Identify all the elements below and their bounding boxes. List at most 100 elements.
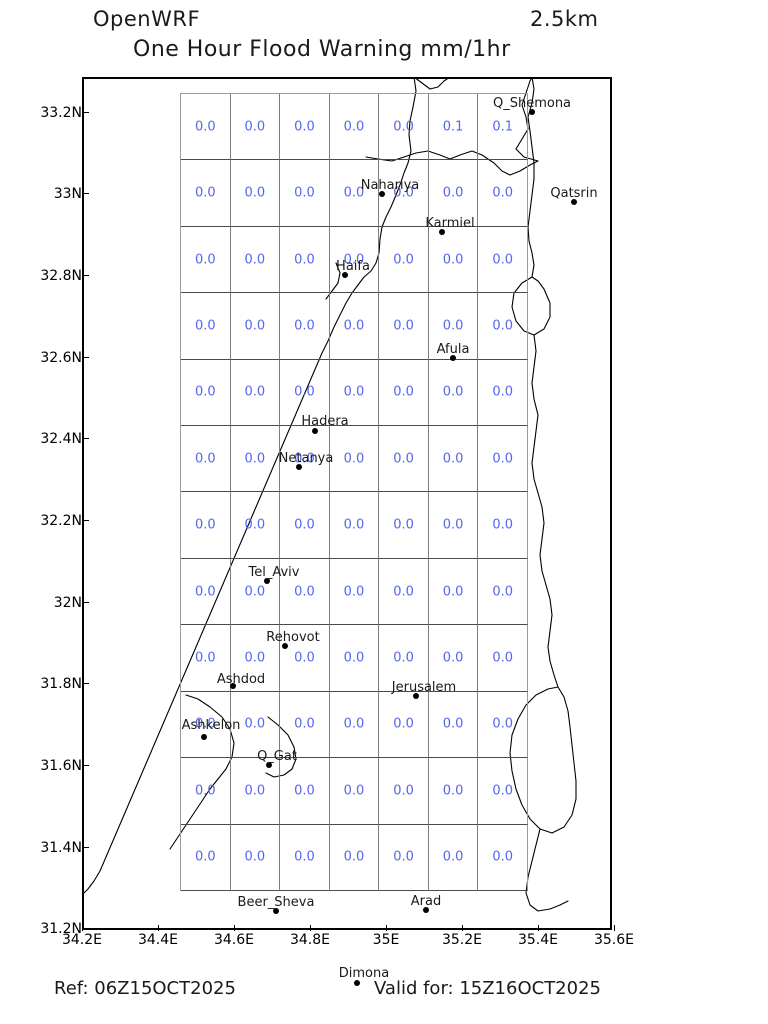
city-label: Q_Gat: [257, 749, 297, 764]
grid-cell: 0.0: [329, 492, 380, 559]
grid-cell: 0.0: [428, 492, 479, 559]
grid-cell: 0.0: [181, 558, 231, 626]
x-tick-label: 34.6E: [213, 932, 255, 948]
grid-cell-value: 0.0: [393, 650, 414, 666]
city-label: Rehovot: [266, 630, 320, 645]
grid-cell-value: 0.0: [244, 783, 266, 799]
grid-cell-value: 0.1: [492, 119, 514, 135]
city-dot: [312, 428, 318, 434]
x-tick-mark: [310, 925, 311, 931]
flood-warning-value-grid: 0.0 0.0 0.0 0.0 0.0 0.1 0.1 0.0 0.0 0.0 0.0 0.0 0.0 0…: [180, 93, 528, 891]
grid-cell-value: 0.0: [194, 318, 216, 334]
grid-cell: 0.0: [329, 359, 380, 427]
grid-cell-value: 0.0: [343, 716, 365, 732]
grid-cell-value: 0.0: [492, 849, 514, 865]
city-dot: [266, 762, 272, 768]
grid-cell: 0.0: [478, 625, 528, 692]
grid-cell-value: 0.0: [442, 451, 464, 467]
city-label: Qatsrin: [550, 186, 598, 201]
grid-cell-value: 0.0: [244, 318, 266, 334]
grid-cell: 0.0: [329, 558, 380, 626]
city-label: Haifa: [336, 259, 370, 274]
y-tick-mark: [83, 438, 89, 439]
grid-cell: 0.0: [280, 293, 330, 360]
grid-cell-value: 0.0: [343, 584, 365, 600]
city-label: Arad: [410, 894, 442, 909]
grid-cell-value: 0.0: [194, 252, 216, 268]
x-tick-label: 34.8E: [289, 932, 331, 948]
grid-cell: 0.0: [379, 492, 429, 559]
grid-cell: 0.0: [428, 625, 479, 692]
grid-cell-value: 0.0: [244, 252, 266, 268]
grid-cell-value: 0.0: [194, 384, 216, 400]
lebanon-border-path: [365, 77, 539, 176]
grid-cell-value: 0.0: [393, 783, 414, 799]
city-label: Karmiel: [425, 216, 475, 231]
grid-cell: 0.0: [280, 359, 330, 427]
grid-cell: 0.1: [428, 94, 479, 161]
y-tick-label: 32N: [53, 595, 82, 611]
grid-cell: 0.0: [280, 758, 330, 825]
grid-cell: 0.0: [181, 226, 231, 294]
grid-cell: 0.0: [329, 160, 380, 227]
grid-cell: 0.0: [181, 824, 231, 891]
grid-cell: 0.0: [379, 160, 429, 227]
grid-cell: 0.0: [280, 558, 330, 626]
city-dot: [264, 578, 270, 584]
grid-cell: 0.0: [230, 226, 281, 294]
grid-cell-value: 0.0: [294, 451, 315, 467]
grid-cell: 0.0: [181, 293, 231, 360]
grid-cell-value: 0.0: [244, 650, 266, 666]
grid-cell-value: 0.0: [393, 185, 414, 201]
y-tick-label: 31.6N: [40, 758, 82, 774]
grid-cell-value: 0.0: [492, 451, 514, 467]
grid-cell: 0.0: [230, 293, 281, 360]
coastal-inlet-path: [265, 716, 297, 778]
grid-cell-value: 0.0: [244, 584, 266, 600]
y-tick-label: 33N: [53, 186, 82, 202]
reference-time-label: Ref: 06Z15OCT2025: [54, 978, 236, 999]
x-tick-mark: [614, 925, 615, 931]
y-tick-mark: [83, 602, 89, 603]
grid-cell: 0.0: [181, 492, 231, 559]
grid-cell-value: 0.0: [393, 849, 414, 865]
y-tick-label: 33.2N: [40, 105, 82, 121]
grid-cell: 0.0: [478, 226, 528, 294]
grid-cell: 0.0: [181, 758, 231, 825]
grid-cell-value: 0.0: [244, 185, 266, 201]
grid-cell-value: 0.0: [294, 318, 315, 334]
y-tick-mark: [83, 847, 89, 848]
grid-cell-value: 0.0: [194, 451, 216, 467]
grid-cell-value: 0.0: [294, 517, 315, 533]
grid-cell: 0.0: [280, 625, 330, 692]
grid-cell: 0.0: [230, 558, 281, 626]
grid-cell: 0.0: [329, 691, 380, 759]
city-label: Beer_Sheva: [237, 895, 315, 910]
grid-cell: 0.0: [478, 160, 528, 227]
x-tick-label: 35.4E: [517, 932, 559, 948]
grid-cell: 0.0: [230, 426, 281, 493]
jordan-river-path: [527, 77, 535, 278]
city-label: Nahariya: [360, 178, 420, 193]
grid-cell: 0.0: [181, 359, 231, 427]
grid-cell: 0.0: [181, 625, 231, 692]
grid-cell: 0.0: [280, 492, 330, 559]
grid-cell-value: 0.0: [393, 451, 414, 467]
grid-cell-value: 0.0: [244, 517, 266, 533]
city-dot: [342, 272, 348, 278]
grid-cell-value: 0.0: [343, 783, 365, 799]
grid-cell: 0.0: [280, 226, 330, 294]
grid-cell: 0.0: [329, 293, 380, 360]
grid-cell: 0.0: [329, 94, 380, 161]
city-dot: [413, 693, 419, 699]
x-tick-label: 35E: [372, 932, 400, 948]
grid-cell-value: 0.0: [194, 119, 216, 135]
city-dot: [571, 199, 577, 205]
grid-cell: 0.0: [379, 359, 429, 427]
grid-cell: 0.0: [280, 824, 330, 891]
grid-cell: 0.0: [379, 558, 429, 626]
grid-cell: 0.0: [329, 824, 380, 891]
grid-cell-value: 0.0: [393, 318, 414, 334]
grid-cell: 0.0: [478, 691, 528, 759]
grid-cell-value: 0.0: [294, 119, 315, 135]
